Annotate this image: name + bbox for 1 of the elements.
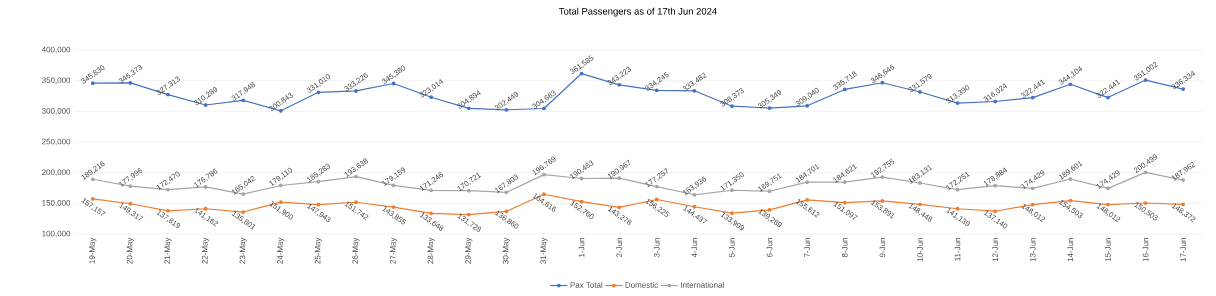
chart-title: Total Passengers as of 17th Jun 2024	[559, 7, 717, 17]
